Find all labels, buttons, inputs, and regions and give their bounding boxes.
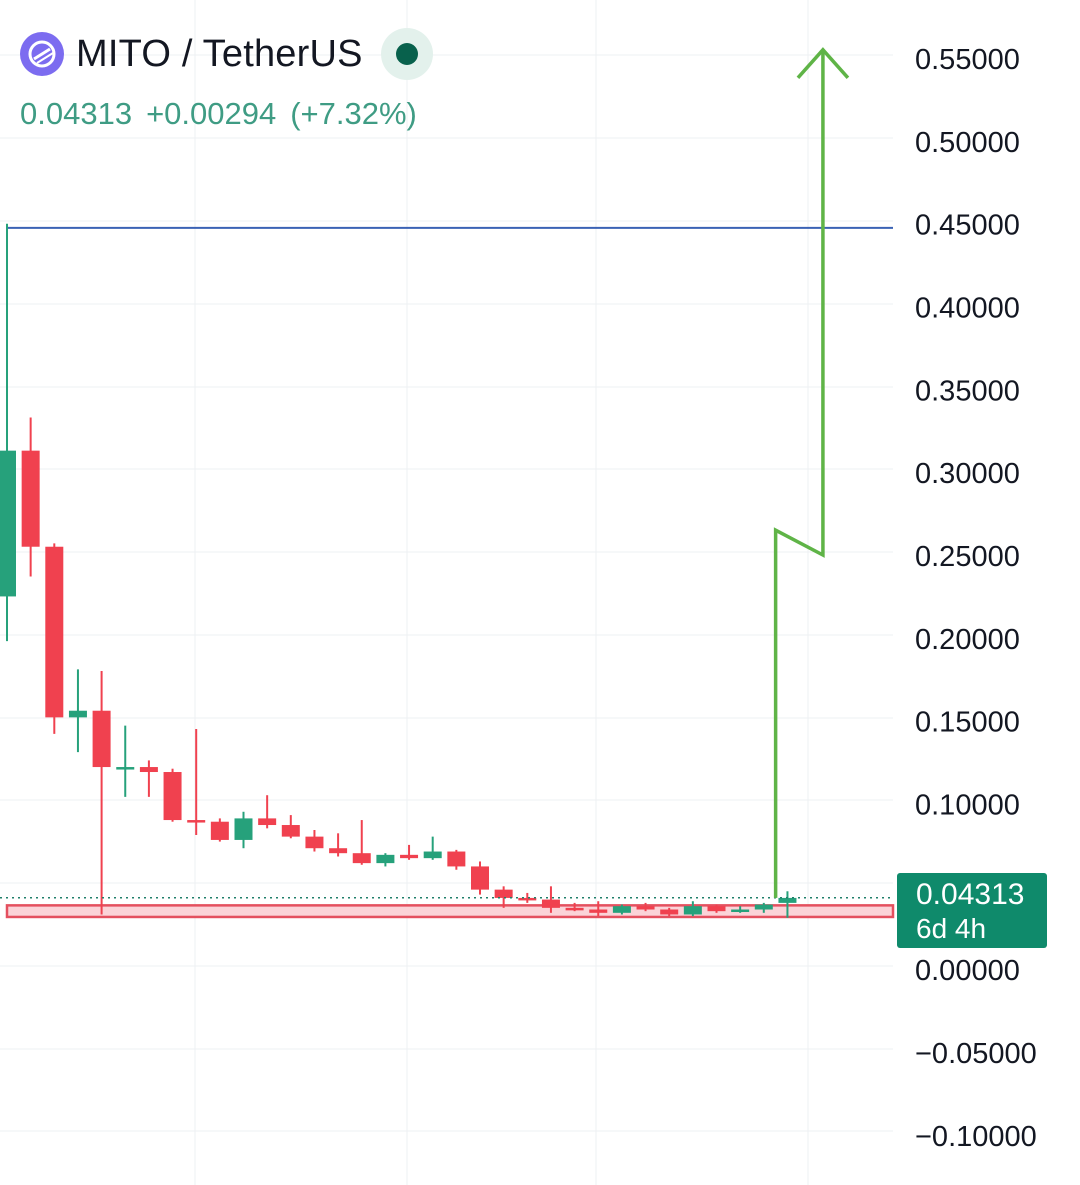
candle-body-up[interactable] <box>423 851 442 859</box>
candle-body-up[interactable] <box>683 906 702 915</box>
y-axis-tick-label: 0.10000 <box>915 789 1020 821</box>
candle-body-down[interactable] <box>471 866 489 890</box>
badge-price: 0.04313 <box>916 878 1025 911</box>
candle-body-up[interactable] <box>116 767 135 770</box>
y-axis-tick-label: −0.10000 <box>915 1121 1037 1153</box>
candle-body-up[interactable] <box>234 818 253 840</box>
candle-body-down[interactable] <box>45 546 64 718</box>
candle-body-down[interactable] <box>565 907 584 911</box>
candle-body-down[interactable] <box>707 906 726 912</box>
y-axis-tick-label: −0.05000 <box>915 1038 1037 1070</box>
mito-logo-icon <box>20 32 64 76</box>
candle-body-down[interactable] <box>518 897 537 901</box>
support-zone-rectangle[interactable] <box>5 904 895 919</box>
candle-body-down[interactable] <box>281 825 300 837</box>
candle-body-up[interactable] <box>68 710 87 718</box>
candle-body-up[interactable] <box>778 897 797 903</box>
candle-countdown: 6d 4h <box>916 913 987 944</box>
candle-body-down[interactable] <box>636 906 655 910</box>
candle-body-down[interactable] <box>21 450 40 547</box>
candle-body-up[interactable] <box>376 854 395 864</box>
candle-body-down[interactable] <box>660 909 679 915</box>
candle-body-down[interactable] <box>589 909 608 913</box>
projection-arrow-path[interactable] <box>773 49 825 898</box>
candle-body-down[interactable] <box>139 767 158 773</box>
candle-body-down[interactable] <box>352 853 371 864</box>
y-axis-tick-label: 0.35000 <box>915 375 1020 407</box>
y-axis-tick-label: 0.30000 <box>915 458 1020 490</box>
candle-body-down[interactable] <box>329 848 348 854</box>
candle-body-down[interactable] <box>210 821 229 840</box>
y-axis-tick-label: 0.15000 <box>915 707 1020 739</box>
candle-body-down[interactable] <box>541 899 560 908</box>
candle-body-down[interactable] <box>163 772 182 821</box>
candle-body-up[interactable] <box>612 906 631 913</box>
candle-body-down[interactable] <box>187 820 206 823</box>
candle-body-up[interactable] <box>731 909 750 913</box>
price-change-percent: (+7.32%) <box>290 96 417 131</box>
chart-legend: MITO / TetherUS 0.04313 +0.00294 (+7.32%) <box>20 28 433 132</box>
y-axis-tick-label: 0.25000 <box>915 541 1020 573</box>
candle-body-down[interactable] <box>400 854 419 859</box>
y-axis-tick-label: 0.00000 <box>915 955 1020 987</box>
price-change-row: 0.04313 +0.00294 (+7.32%) <box>20 96 433 132</box>
price-change: +0.00294 <box>146 96 277 131</box>
current-price-badge[interactable]: 0.04313 6d 4h <box>897 873 1047 948</box>
market-open-dot-icon <box>395 43 418 65</box>
candle-body-down[interactable] <box>447 851 466 867</box>
symbol-title[interactable]: MITO / TetherUS <box>76 32 363 75</box>
candle-body-up[interactable] <box>754 904 773 910</box>
y-axis-tick-label: 0.55000 <box>915 44 1020 76</box>
candle-body-down[interactable] <box>258 818 277 826</box>
y-axis-tick-label: 0.45000 <box>915 210 1020 242</box>
candle-body-down[interactable] <box>92 710 111 768</box>
candle-body-up[interactable] <box>0 450 16 597</box>
projection-arrow-head[interactable] <box>796 47 850 79</box>
candle-body-down[interactable] <box>494 889 513 898</box>
y-axis-tick-label: 0.50000 <box>915 127 1020 159</box>
candle-body-down[interactable] <box>305 836 324 849</box>
last-price: 0.04313 <box>20 96 133 131</box>
market-status-indicator[interactable] <box>380 28 433 80</box>
y-axis-tick-label: 0.20000 <box>915 624 1020 656</box>
y-axis-tick-label: 0.40000 <box>915 293 1020 325</box>
